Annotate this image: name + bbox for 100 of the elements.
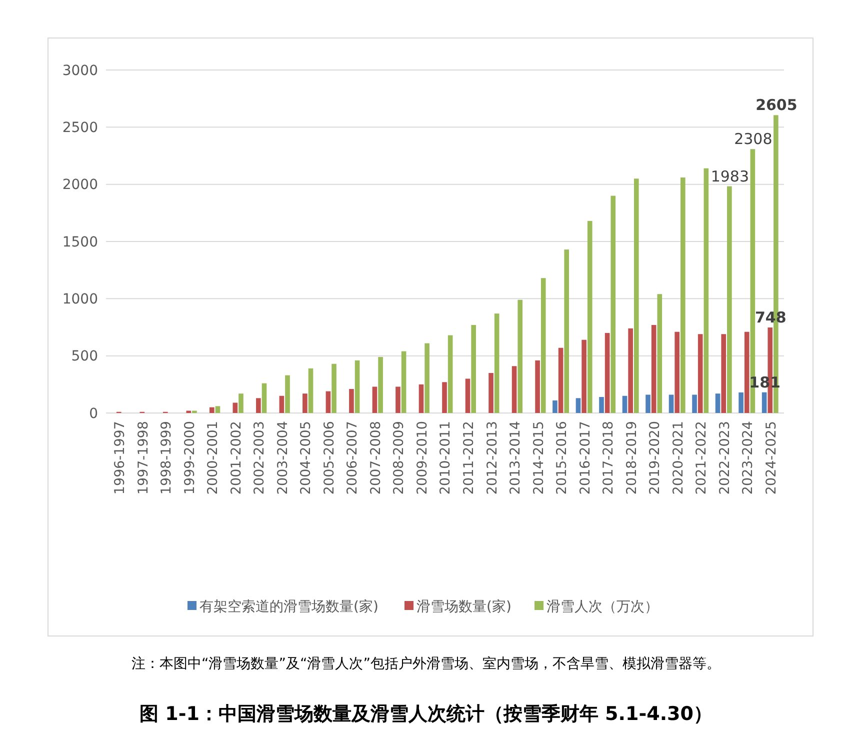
bar — [634, 178, 639, 413]
bar — [692, 394, 697, 413]
data-label: 1983 — [710, 167, 750, 186]
y-tick-label: 1000 — [62, 292, 98, 308]
x-tick-label: 2014-2015 — [530, 421, 547, 495]
x-tick-label: 2005-2006 — [321, 421, 338, 495]
x-tick-label: 2010-2011 — [438, 421, 454, 495]
x-tick-label: 2007-2008 — [368, 421, 384, 495]
bar — [396, 386, 400, 413]
x-tick-label: 1999-2000 — [182, 421, 198, 495]
bar — [285, 375, 290, 413]
x-tick-label: 1998-1999 — [158, 421, 175, 495]
bar — [599, 396, 604, 413]
bar — [651, 324, 656, 413]
x-tick-label: 1996-1997 — [112, 421, 128, 495]
legend-label: 滑雪人次（万次） — [546, 598, 658, 615]
text: 图 1-1：中国滑雪场数量及滑雪人次统计（按雪季财年 5.1-4.30） — [140, 703, 712, 725]
x-tick-label: 2006-2007 — [344, 421, 361, 495]
bar — [418, 384, 424, 413]
y-tick-label: 3000 — [62, 62, 98, 79]
y-tick-label: 1500 — [62, 234, 98, 250]
bar — [744, 332, 750, 413]
x-tick-label: 2017-2018 — [600, 421, 617, 495]
bar — [210, 407, 214, 413]
bar — [646, 394, 650, 413]
bar — [326, 391, 331, 413]
bar — [215, 406, 220, 413]
bar — [576, 398, 581, 413]
bar — [680, 177, 686, 413]
bar — [582, 340, 586, 413]
bar — [762, 392, 767, 413]
bar — [564, 250, 570, 413]
x-tick-label: 2022-2023 — [716, 421, 733, 495]
bar — [738, 392, 744, 413]
bar — [604, 332, 610, 413]
bar — [512, 366, 517, 413]
bar — [262, 383, 267, 413]
bar — [332, 364, 336, 413]
x-tick-label: 2016-2017 — [577, 421, 594, 495]
bar — [727, 186, 732, 413]
bar — [715, 394, 720, 413]
x-tick-label: 2019-2020 — [647, 421, 664, 495]
x-tick-label: 2001-2002 — [228, 421, 244, 495]
y-tick-label: 2000 — [62, 177, 98, 194]
bar — [488, 372, 494, 413]
y-tick-label: 0 — [89, 406, 98, 422]
bar — [279, 396, 284, 413]
bar — [698, 334, 703, 413]
bar — [401, 351, 406, 413]
x-tick-label: 2009-2010 — [414, 421, 430, 495]
bar — [471, 324, 476, 413]
bar — [232, 402, 238, 413]
bar — [704, 168, 709, 413]
bar — [494, 314, 500, 413]
x-tick-label: 2002-2003 — [252, 421, 268, 495]
x-tick-label: 2004-2005 — [298, 421, 314, 495]
bar — [535, 360, 540, 413]
bar — [674, 332, 680, 413]
bar — [622, 396, 628, 413]
x-tick-label: 1997-1998 — [135, 421, 152, 495]
bar — [308, 368, 314, 413]
y-tick-label: 500 — [71, 348, 98, 365]
x-tick-label: 2012-2013 — [484, 421, 500, 495]
bar — [628, 328, 633, 413]
bar — [354, 360, 360, 413]
bar — [558, 348, 564, 413]
text: 注：本图中“滑雪场数量”及“滑雪人次”包括户外滑雪场、室内雪场，不含旱雪、模拟滑雪器等。 — [131, 656, 721, 672]
bar — [448, 335, 453, 413]
legend-label: 滑雪场数量(家) — [416, 598, 512, 615]
y-tick-label: 2500 — [62, 120, 98, 136]
x-tick-label: 2008-2009 — [391, 421, 408, 495]
bar — [256, 398, 261, 413]
bar — [610, 196, 616, 413]
x-tick-label: 2011-2012 — [460, 421, 477, 495]
bar — [378, 356, 383, 413]
bar — [721, 334, 726, 413]
data-label: 2605 — [756, 96, 798, 114]
bar — [442, 382, 447, 413]
x-tick-label: 2015-2016 — [554, 421, 570, 495]
x-tick-label: 2013-2014 — [508, 421, 524, 495]
bar — [238, 394, 244, 413]
data-label: 2308 — [734, 130, 772, 148]
bar — [349, 388, 354, 413]
bar — [657, 294, 662, 413]
x-tick-label: 2020-2021 — [670, 421, 686, 495]
legend-label: 有架空索道的滑雪场数量(家) — [200, 598, 378, 615]
bar — [518, 300, 522, 413]
bar — [465, 378, 470, 413]
bar — [540, 278, 546, 413]
bar — [587, 220, 592, 413]
bar — [302, 394, 308, 413]
bar — [424, 343, 430, 413]
x-tick-label: 2021-2022 — [694, 421, 710, 495]
bar — [552, 400, 558, 413]
bar — [372, 386, 378, 413]
x-tick-label: 2000-2001 — [205, 421, 222, 495]
x-tick-label: 2018-2019 — [624, 421, 640, 495]
x-tick-label: 2024-2025 — [763, 421, 780, 495]
bar — [668, 394, 674, 413]
x-tick-label: 2003-2004 — [274, 421, 291, 495]
